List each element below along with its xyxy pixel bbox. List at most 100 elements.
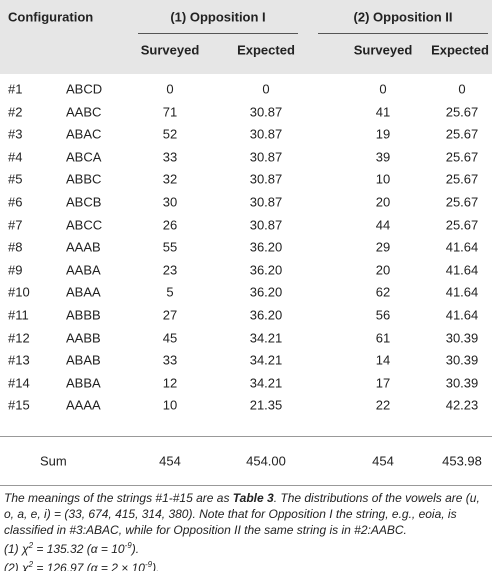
row-string: AAAB: [66, 239, 101, 255]
note-sup: 2: [28, 560, 34, 569]
note-text: ).: [131, 542, 140, 556]
row-id: #12: [8, 330, 30, 346]
cell-value: 30.87: [249, 126, 283, 142]
row-string: ABCC: [66, 217, 103, 233]
cell-value: 30: [162, 194, 178, 210]
column-header: Expected: [431, 42, 489, 58]
cell-value: 21.35: [249, 397, 283, 413]
cell-value: 10: [162, 397, 178, 413]
group-rule: [318, 33, 488, 34]
cell-value: 41: [375, 104, 391, 120]
note-sup: 2: [28, 541, 34, 550]
note-text: (2) χ: [4, 561, 29, 571]
cell-value: 27: [162, 307, 178, 323]
cell-value: 30.87: [249, 217, 283, 233]
cell-value: 34.21: [249, 352, 283, 368]
note: (2) χ2 = 126.97 (α = 2 × 10-9).: [4, 557, 490, 571]
note-sup: -9: [144, 560, 153, 569]
sum-label: Sum: [40, 453, 67, 469]
cell-value: 30.39: [445, 352, 479, 368]
row-string: ABBB: [66, 307, 101, 323]
cell-value: 61: [375, 330, 391, 346]
row-string: ABAC: [66, 126, 102, 142]
row-string: ABAB: [66, 352, 101, 368]
cell-value: 17: [375, 375, 391, 391]
cell-value: 45: [162, 330, 178, 346]
cell-value: 33: [162, 352, 178, 368]
cell-value: 10: [375, 171, 391, 187]
sum-rule: [0, 436, 492, 437]
cell-value: 41.64: [445, 239, 479, 255]
cell-value: 62: [375, 284, 391, 300]
column-header: Surveyed: [140, 42, 200, 58]
row-string: AABA: [66, 262, 101, 278]
bottom-rule: [0, 485, 492, 486]
row-string: AABC: [66, 104, 102, 120]
cell-value: 25.67: [445, 194, 479, 210]
row-id: #13: [8, 352, 30, 368]
row-id: #8: [8, 239, 23, 255]
header-configuration: Configuration: [8, 9, 94, 25]
cell-value: 34.21: [249, 375, 283, 391]
note-text: . The distributions of the vowels are (u…: [4, 491, 480, 537]
cell-value: 0: [166, 81, 174, 97]
cell-value: 55: [162, 239, 178, 255]
group-rule: [138, 33, 298, 34]
cell-value: 14: [375, 352, 391, 368]
cell-value: 0: [262, 81, 270, 97]
cell-value: 36.20: [249, 284, 283, 300]
sum-value: 454: [159, 453, 181, 469]
cell-value: 56: [375, 307, 391, 323]
group-header: (1) Opposition I: [170, 9, 266, 25]
cell-value: 0: [458, 81, 466, 97]
row-string: AAAA: [66, 397, 101, 413]
cell-value: 32: [162, 171, 178, 187]
cell-value: 25.67: [445, 171, 479, 187]
cell-value: 41.64: [445, 307, 479, 323]
cell-value: 23: [162, 262, 178, 278]
row-id: #2: [8, 104, 23, 120]
row-id: #11: [8, 307, 29, 323]
note-text: (1) χ: [4, 542, 29, 556]
cell-value: 42.23: [445, 397, 479, 413]
cell-value: 26: [162, 217, 178, 233]
cell-value: 33: [162, 149, 178, 165]
cell-value: 36.20: [249, 262, 283, 278]
cell-value: 25.67: [445, 217, 479, 233]
cell-value: 25.67: [445, 126, 479, 142]
group-header: (2) Opposition II: [353, 9, 453, 25]
cell-value: 29: [375, 239, 391, 255]
cell-value: 25.67: [445, 149, 479, 165]
row-id: #6: [8, 194, 23, 210]
cell-value: 30.39: [445, 330, 479, 346]
cell-value: 52: [162, 126, 178, 142]
cell-value: 44: [375, 217, 391, 233]
cell-value: 0: [379, 81, 387, 97]
row-string: ABBC: [66, 171, 102, 187]
column-header: Surveyed: [353, 42, 413, 58]
footnotes: The meanings of the strings #1-#15 are a…: [4, 490, 490, 571]
cell-value: 30.87: [249, 171, 283, 187]
cell-value: 71: [162, 104, 178, 120]
sum-value: 454.00: [246, 453, 286, 469]
column-header: Expected: [237, 42, 295, 58]
note-text: ).: [152, 561, 160, 571]
cell-value: 25.67: [445, 104, 479, 120]
cell-value: 30.39: [445, 375, 479, 391]
cell-value: 5: [166, 284, 174, 300]
row-id: #14: [8, 375, 30, 391]
cell-value: 30.87: [249, 104, 283, 120]
note-ref: Table 3: [232, 491, 274, 505]
note-text: The meanings of the strings #1-#15 are a…: [4, 491, 233, 505]
cell-value: 34.21: [249, 330, 283, 346]
row-id: #9: [8, 262, 23, 278]
cell-value: 36.20: [249, 307, 283, 323]
cell-value: 41.64: [445, 284, 479, 300]
row-id: #10: [8, 284, 30, 300]
header-background: [0, 0, 492, 74]
note-text: = 126.97 (α = 2 × 10: [33, 561, 145, 571]
row-id: #1: [8, 81, 23, 97]
note-text: = 135.32 (α = 10: [33, 542, 125, 556]
cell-value: 12: [162, 375, 178, 391]
